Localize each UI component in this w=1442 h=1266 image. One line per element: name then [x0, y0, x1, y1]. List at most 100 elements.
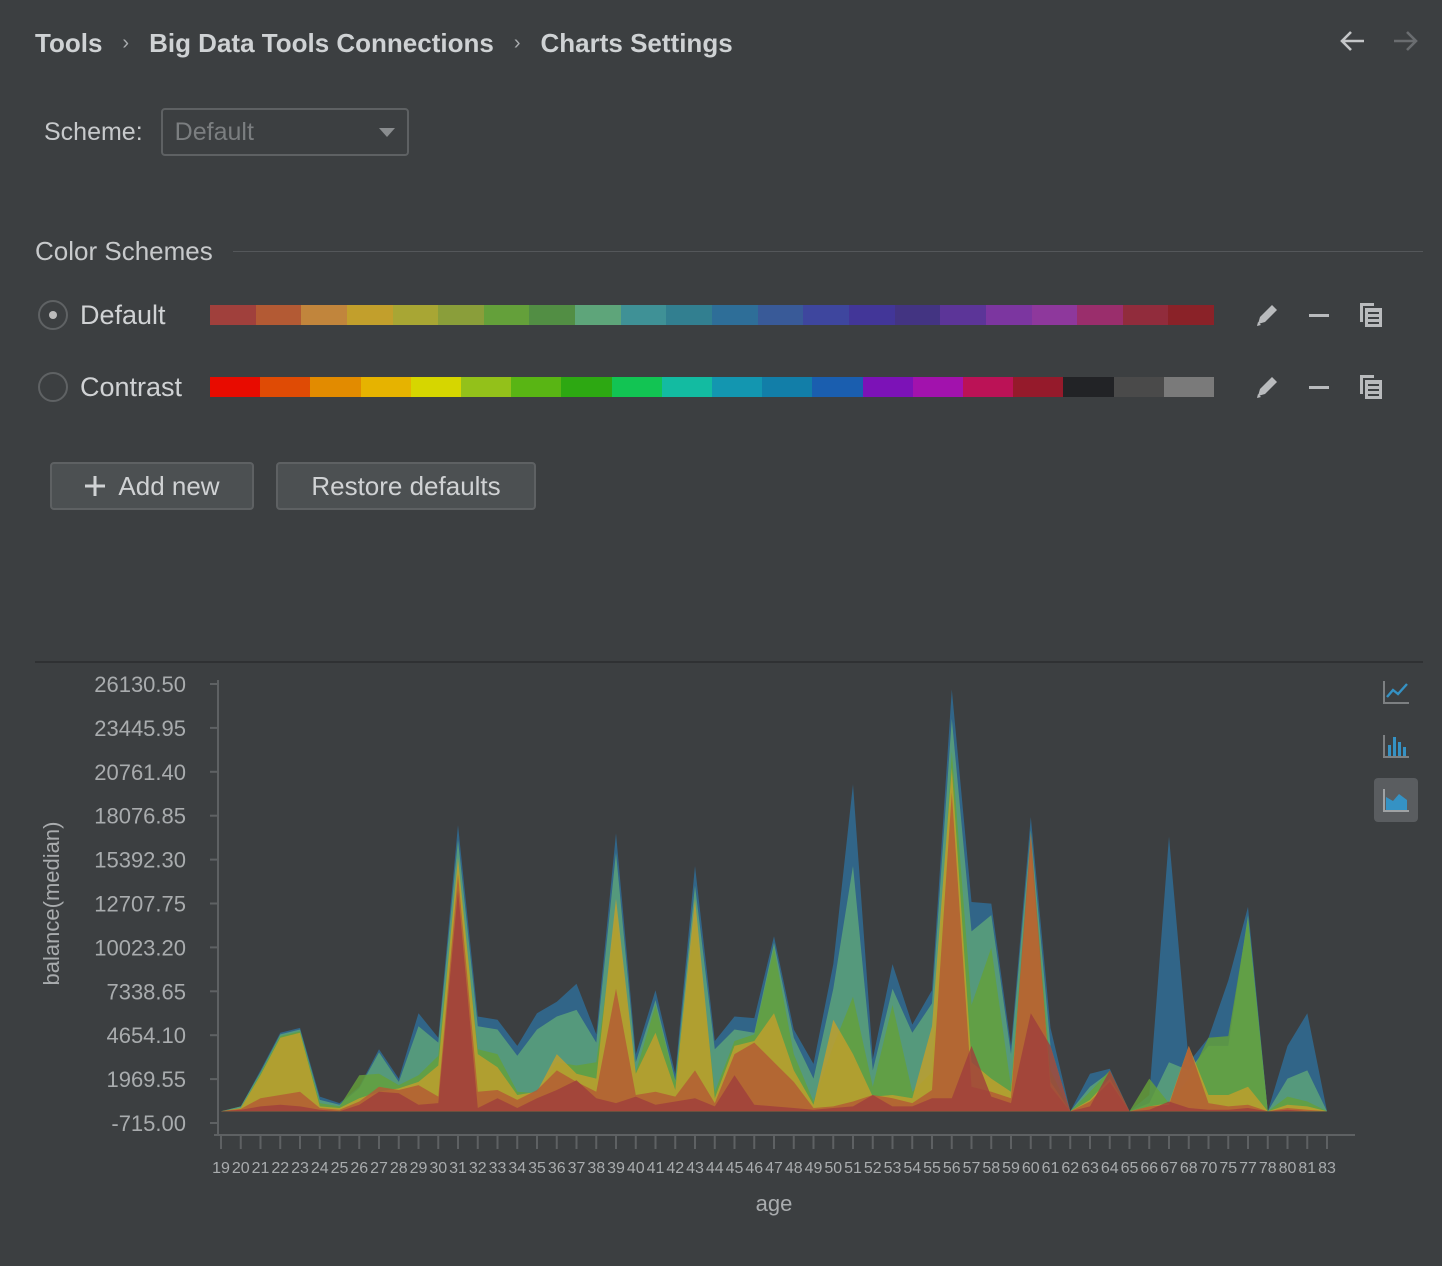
minus-icon[interactable] — [1304, 372, 1334, 402]
y-axis-label: balance(median) — [39, 822, 64, 986]
swatch-18 — [1031, 305, 1078, 325]
x-tick-label: 34 — [508, 1160, 526, 1177]
x-axis-label: age — [756, 1191, 793, 1216]
breadcrumb-big-data-tools-connections[interactable]: Big Data Tools Connections — [149, 27, 494, 58]
scheme-row: Scheme: Default — [44, 108, 409, 156]
x-tick-label: 39 — [607, 1160, 625, 1177]
y-tick-label: -715.00 — [111, 1111, 186, 1136]
chevron-down-icon — [378, 127, 395, 137]
scheme-item-default: Default — [38, 299, 1382, 331]
area-chart-button[interactable] — [1374, 778, 1418, 822]
plus-icon — [85, 476, 106, 496]
breadcrumb-charts-settings: Charts Settings — [540, 27, 733, 58]
breadcrumb-separator-icon: › — [513, 31, 521, 54]
swatch-3 — [360, 377, 411, 397]
x-tick-label: 63 — [1081, 1160, 1099, 1177]
x-tick-label: 61 — [1042, 1160, 1060, 1177]
x-tick-label: 53 — [884, 1160, 902, 1177]
area-chart: 26130.50 23445.95 20761.40 18076.85 15392.30… — [39, 672, 1355, 1216]
x-tick-label: 49 — [805, 1160, 823, 1177]
swatch-9 — [661, 377, 713, 397]
x-tick-label: 28 — [390, 1160, 408, 1177]
swatches-contrast — [210, 377, 1215, 397]
swatch-4 — [392, 305, 439, 325]
breadcrumb-tools[interactable]: Tools — [35, 27, 103, 58]
swatch-2 — [310, 377, 361, 397]
swatch-0 — [210, 377, 261, 397]
swatch-19 — [1163, 377, 1215, 397]
scheme-label: Scheme: — [44, 117, 143, 146]
swatch-8 — [611, 377, 662, 397]
swatch-13 — [803, 305, 849, 325]
arrow-left-icon[interactable] — [1338, 26, 1366, 56]
x-tick-label: 27 — [370, 1160, 388, 1177]
swatch-10 — [666, 305, 713, 325]
y-tick-label: 7338.65 — [106, 979, 186, 1004]
x-tick-label: 30 — [429, 1160, 447, 1177]
x-tick-label: 64 — [1101, 1160, 1119, 1177]
x-tick-label: 40 — [627, 1160, 645, 1177]
x-tick-label: 24 — [311, 1160, 329, 1177]
group-divider — [232, 251, 1423, 252]
swatch-2 — [301, 305, 347, 325]
x-tick-label: 21 — [252, 1160, 270, 1177]
swatch-14 — [848, 305, 895, 325]
swatch-20 — [1122, 305, 1169, 325]
swatch-0 — [210, 305, 256, 325]
restore-defaults-button[interactable]: Restore defaults — [276, 462, 536, 510]
x-tick-label: 37 — [568, 1160, 586, 1177]
pencil-icon[interactable] — [1252, 372, 1282, 402]
line-chart-icon — [1383, 681, 1409, 704]
swatch-15 — [963, 377, 1014, 397]
x-tick-label: 66 — [1140, 1160, 1158, 1177]
scheme-select-value: Default — [174, 117, 254, 146]
swatch-19 — [1077, 305, 1123, 325]
line-chart-button[interactable] — [1374, 670, 1418, 714]
minus-icon[interactable] — [1304, 300, 1334, 330]
scheme-name-default: Default — [80, 299, 166, 330]
x-tick-label: 47 — [765, 1160, 783, 1177]
x-tick-label: 29 — [410, 1160, 428, 1177]
pencil-icon[interactable] — [1252, 300, 1282, 330]
x-tick-label: 20 — [232, 1160, 250, 1177]
x-tick-label: 22 — [271, 1160, 289, 1177]
x-tick-label: 52 — [864, 1160, 882, 1177]
x-tick-label: 60 — [1022, 1160, 1040, 1177]
x-tick-label: 57 — [963, 1160, 981, 1177]
x-tick-label: 31 — [449, 1160, 467, 1177]
x-tick-label: 56 — [943, 1160, 961, 1177]
swatch-7 — [561, 377, 612, 397]
x-tick-label: 23 — [291, 1160, 309, 1177]
area-series-3 — [221, 767, 1327, 1112]
x-tick-label: 43 — [686, 1160, 704, 1177]
radio-default[interactable] — [38, 300, 68, 330]
bar-chart-icon — [1383, 735, 1409, 758]
x-tick-label: 55 — [923, 1160, 941, 1177]
swatch-12 — [812, 377, 863, 397]
scheme-select[interactable]: Default — [160, 108, 409, 156]
x-tick-label: 48 — [785, 1160, 803, 1177]
scheme-name-contrast: Contrast — [80, 371, 183, 402]
add-new-button[interactable]: Add new — [50, 462, 254, 510]
swatch-5 — [438, 305, 484, 325]
radio-contrast[interactable] — [38, 372, 68, 402]
swatch-21 — [1168, 305, 1215, 325]
swatch-15 — [894, 305, 941, 325]
copy-icon[interactable] — [1356, 300, 1386, 330]
x-tick-label: 50 — [824, 1160, 842, 1177]
swatch-18 — [1113, 377, 1164, 397]
x-tick-label: 70 — [1200, 1160, 1218, 1177]
x-tick-label: 58 — [982, 1160, 1000, 1177]
bar-chart-button[interactable] — [1374, 724, 1418, 768]
swatch-4 — [410, 377, 462, 397]
swatch-12 — [757, 305, 804, 325]
copy-icon[interactable] — [1356, 372, 1386, 402]
x-tick-label: 54 — [903, 1160, 921, 1177]
y-tick-label: 15392.30 — [94, 848, 186, 873]
arrow-right-icon[interactable] — [1392, 26, 1420, 56]
swatch-1 — [255, 305, 302, 325]
x-tick-label: 35 — [528, 1160, 546, 1177]
scheme-item-contrast: Contrast — [38, 371, 1382, 403]
x-tick-label: 36 — [548, 1160, 566, 1177]
x-tick-label: 59 — [1002, 1160, 1020, 1177]
